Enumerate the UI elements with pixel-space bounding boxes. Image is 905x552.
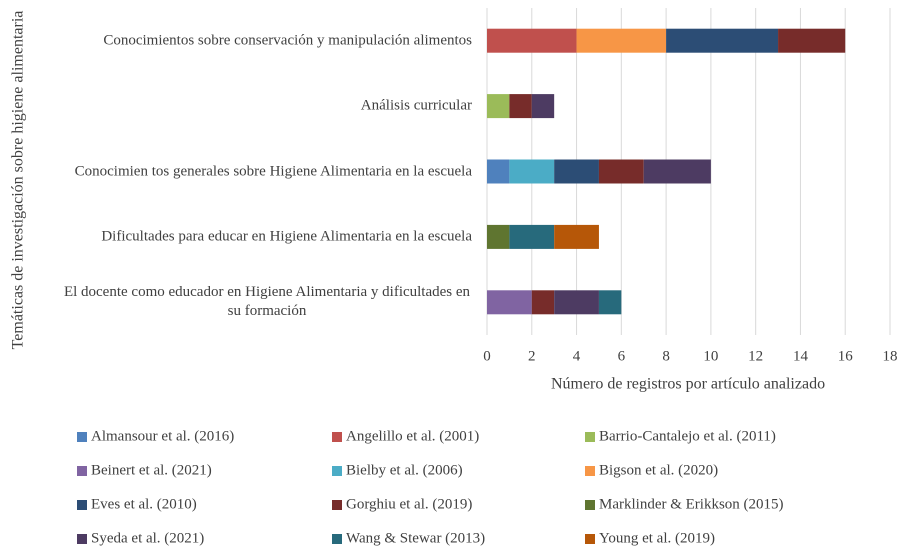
bar-segment	[509, 159, 555, 184]
legend-label: Bigson et al. (2020)	[599, 462, 718, 478]
legend-label: Young et al. (2019)	[599, 530, 715, 546]
x-tick-label: 10	[703, 348, 718, 364]
y-tick-label: Análisis curricular	[360, 97, 472, 114]
bar-segment	[598, 290, 622, 315]
legend-label: Syeda et al. (2021)	[91, 530, 204, 546]
legend-swatch	[585, 500, 595, 510]
bar-segment	[598, 159, 644, 184]
legend-label: Bielby et al. (2006)	[346, 462, 463, 478]
legend-label: Barrio-Cantalejo et al. (2011)	[599, 428, 776, 444]
bar-segment	[778, 28, 846, 53]
bar-segment	[554, 224, 599, 249]
legend-swatch	[332, 432, 342, 442]
x-tick-label: 12	[748, 348, 763, 364]
legend-swatch	[332, 466, 342, 476]
legend-label: Eves et al. (2010)	[91, 496, 197, 512]
y-tick-label: Dificultades para educar en Higiene Alim…	[101, 228, 472, 245]
legend-label: Wang & Stewar (2013)	[346, 530, 485, 546]
legend-swatch	[585, 534, 595, 544]
bar-segment	[531, 290, 555, 315]
bar-segment	[487, 94, 510, 119]
x-tick-label: 16	[838, 348, 854, 364]
bar-segment	[554, 290, 599, 315]
legend-label: Almansour et al. (2016)	[91, 428, 234, 444]
legend-swatch	[585, 466, 595, 476]
bar-segment	[554, 159, 599, 184]
x-tick-label: 8	[662, 348, 670, 364]
x-tick-label: 14	[793, 348, 809, 364]
x-tick-label: 4	[573, 348, 581, 364]
bar-segment	[666, 28, 779, 53]
bar-segment	[487, 290, 532, 315]
legend-label: Beinert et al. (2021)	[91, 462, 212, 478]
bar-segment	[487, 28, 577, 53]
bar-segment	[487, 159, 510, 184]
legend-swatch	[332, 534, 342, 544]
bar-segment	[643, 159, 711, 184]
bar-segment	[509, 94, 532, 119]
legend-swatch	[77, 432, 87, 442]
y-tick-label: Conocimien tos generales sobre Higiene A…	[74, 163, 472, 179]
bar-segment	[531, 94, 555, 119]
legend-swatch	[332, 500, 342, 510]
bar-segment	[576, 28, 667, 53]
legend-swatch	[77, 534, 87, 544]
bar-segment	[509, 224, 555, 249]
legend-swatch	[77, 500, 87, 510]
y-tick-label: Conocimientos sobre conservación y manip…	[103, 32, 472, 49]
legend-label: Marklinder & Erikkson (2015)	[599, 496, 784, 512]
x-tick-label: 18	[883, 348, 898, 364]
legend-label: Angelillo et al. (2001)	[346, 428, 479, 444]
bar-segment	[487, 224, 510, 249]
y-axis-title: Temáticas de investigación sobre higiene…	[9, 10, 27, 350]
x-tick-label: 0	[483, 348, 491, 364]
x-tick-label: 2	[528, 348, 536, 364]
legend-swatch	[585, 432, 595, 442]
y-tick-label: El docente como educador en Higiene Alim…	[63, 284, 471, 320]
legend-swatch	[77, 466, 87, 476]
legend-label: Gorghiu et al. (2019)	[346, 496, 472, 512]
x-tick-label: 6	[618, 348, 626, 364]
x-axis-title: Número de registros por artículo analiza…	[551, 376, 825, 393]
